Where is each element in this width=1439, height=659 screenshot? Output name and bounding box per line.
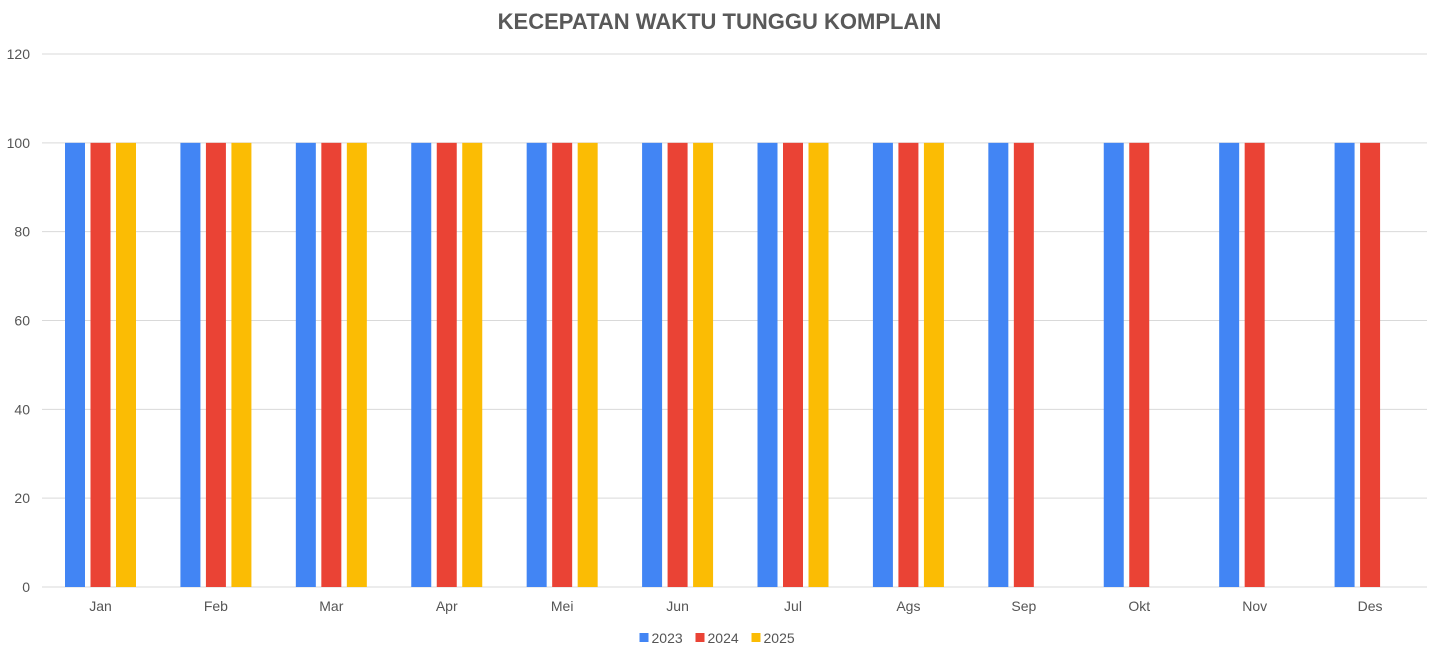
bar-2023-des: [1334, 142, 1355, 588]
bar-2024-sep: [1013, 142, 1034, 588]
bar-2023-feb: [180, 142, 201, 588]
bar-2024-nov: [1244, 142, 1265, 588]
x-tick-label: Sep: [1011, 598, 1036, 614]
x-tick-label: Mei: [551, 598, 574, 614]
bar-2025-mar: [346, 142, 367, 588]
x-tick-label: Jun: [666, 598, 689, 614]
legend-label: 2023: [652, 630, 683, 646]
gridlines: [42, 53, 1427, 588]
x-tick-label: Jul: [784, 598, 802, 614]
bar-2024-apr: [436, 142, 457, 588]
bar-2023-sep: [988, 142, 1009, 588]
bar-2025-jan: [116, 142, 136, 588]
bar-2024-okt: [1129, 142, 1150, 588]
bar-2024-ags: [898, 142, 919, 588]
bar-2024-mei: [552, 142, 573, 588]
legend-swatch: [751, 633, 761, 642]
legend-item-2024: 2024: [695, 630, 739, 646]
x-tick-label: Nov: [1242, 598, 1267, 614]
bar-2023-ags: [872, 142, 893, 588]
y-tick-label: 0: [22, 579, 30, 595]
legend-label: 2025: [764, 630, 795, 646]
y-tick-label: 20: [14, 490, 30, 506]
legend: 2023 2024 2025: [639, 630, 795, 646]
y-axis-tick-labels: 0 20 40 60 80 100 120: [7, 46, 31, 595]
x-axis-tick-labels: Jan Feb Mar Apr Mei Jun Jul Ags Sep Okt Nov Des: [89, 598, 1382, 614]
y-tick-label: 80: [14, 224, 30, 240]
legend-swatch: [695, 633, 705, 642]
x-tick-label: Ags: [896, 598, 920, 614]
bar-2024-jun: [667, 142, 688, 588]
x-tick-label: Mar: [319, 598, 343, 614]
bar-2024-jan: [90, 142, 111, 588]
bar-2023-jan: [65, 142, 85, 588]
bar-2023-nov: [1219, 142, 1240, 588]
bar-2024-des: [1360, 142, 1381, 588]
y-tick-label: 60: [14, 313, 30, 329]
bar-2023-mar: [295, 142, 316, 588]
y-tick-label: 120: [7, 46, 31, 62]
bar-2024-feb: [205, 142, 226, 588]
x-tick-label: Feb: [204, 598, 228, 614]
bar-2025-ags: [923, 142, 944, 588]
bar-2025-apr: [462, 142, 483, 588]
bar-2023-apr: [411, 142, 432, 588]
legend-swatch: [639, 633, 649, 642]
legend-item-2025: 2025: [751, 630, 795, 646]
y-tick-label: 100: [7, 135, 31, 151]
bar-2025-mei: [577, 142, 598, 588]
bar-2025-feb: [231, 142, 252, 588]
bar-2024-mar: [321, 142, 342, 588]
bar-2023-mei: [526, 142, 547, 588]
bar-2023-jun: [642, 142, 663, 588]
x-tick-label: Des: [1358, 598, 1383, 614]
bar-2023-okt: [1103, 142, 1124, 588]
bar-2025-jun: [693, 142, 714, 588]
x-tick-label: Okt: [1128, 598, 1150, 614]
x-tick-label: Jan: [89, 598, 112, 614]
bars: [65, 142, 1381, 588]
chart-title: KECEPATAN WAKTU TUNGGU KOMPLAIN: [498, 9, 942, 34]
legend-label: 2024: [708, 630, 739, 646]
bar-2025-jul: [808, 142, 829, 588]
y-tick-label: 40: [14, 401, 30, 417]
bar-2023-jul: [757, 142, 778, 588]
legend-item-2023: 2023: [639, 630, 683, 646]
x-tick-label: Apr: [436, 598, 458, 614]
bar-2024-jul: [783, 142, 803, 588]
